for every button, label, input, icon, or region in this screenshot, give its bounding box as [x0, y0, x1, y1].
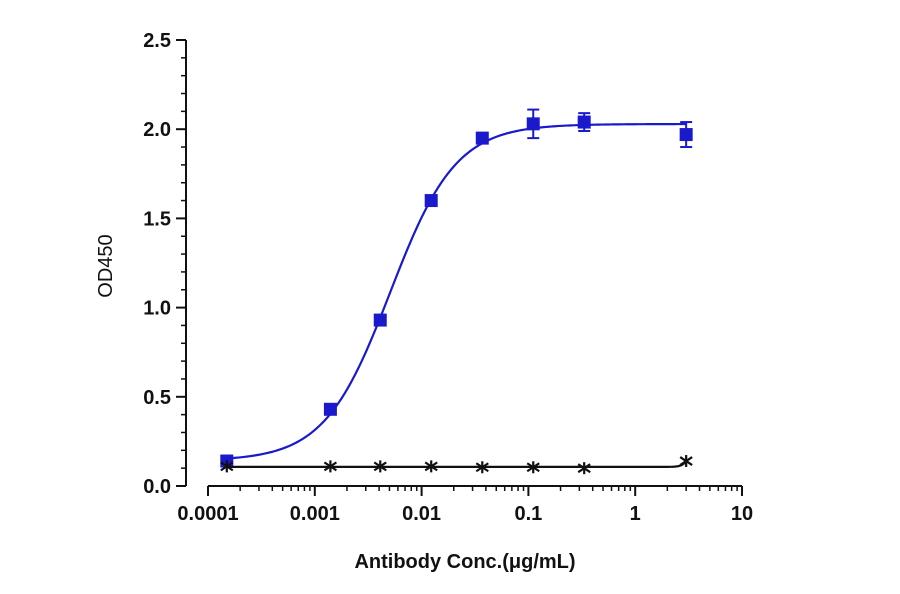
y-tick-label: 1.5 [143, 208, 171, 230]
data-point [475, 461, 489, 474]
y-axis-title: OD450 [95, 234, 117, 297]
data-point [679, 128, 693, 142]
y-axis: 0.0 0.5 1.0 1.5 2.0 2.5 [143, 30, 187, 498]
series-2 [220, 455, 693, 475]
data-point [526, 117, 540, 131]
data-point [475, 131, 489, 145]
data-point [323, 402, 337, 416]
x-axis: 0.0001 0.001 0.01 0.1 1 10 [177, 485, 753, 525]
data-point [424, 460, 438, 473]
fit-curve [226, 122, 687, 460]
x-tick-label: 0.01 [402, 503, 441, 525]
y-tick-label: 0.0 [143, 476, 171, 498]
fit-curve [226, 460, 687, 468]
data-point [373, 313, 387, 327]
x-axis-title: Antibody Conc.(μg/mL) [354, 551, 575, 573]
data-point [679, 455, 693, 468]
x-tick-label: 0.1 [514, 503, 542, 525]
data-point [323, 460, 338, 473]
y-tick-label: 0.5 [143, 387, 171, 409]
data-point [577, 462, 591, 475]
data-point [373, 460, 387, 473]
data-point [577, 115, 591, 129]
y-tick-label: 2.5 [143, 30, 171, 52]
x-tick-label: 1 [630, 503, 641, 525]
x-tick-label: 0.0001 [177, 503, 238, 525]
series-layer [220, 108, 693, 475]
data-point [424, 194, 438, 208]
x-tick-label: 0.001 [290, 503, 340, 525]
series-1 [220, 108, 693, 468]
y-tick-label: 2.0 [143, 119, 171, 141]
data-point [220, 460, 234, 473]
data-point [526, 461, 540, 474]
x-tick-label: 10 [731, 503, 753, 525]
y-tick-label: 1.0 [143, 298, 171, 320]
